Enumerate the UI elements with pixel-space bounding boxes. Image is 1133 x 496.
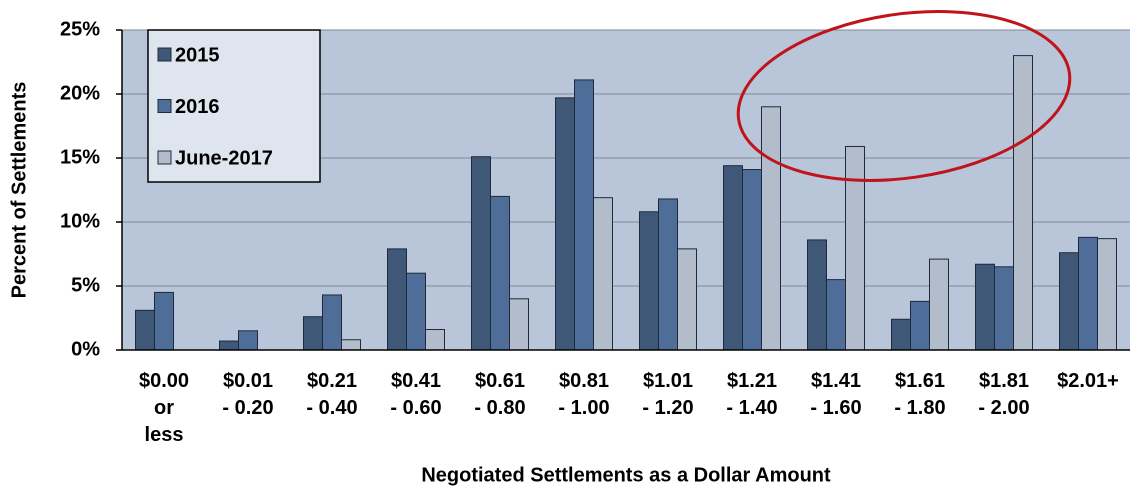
x-tick-label: $0.81 - 1.00 (558, 370, 610, 419)
y-tick-label: 0% (71, 338, 100, 360)
bar (387, 248, 407, 351)
bar (761, 106, 781, 351)
x-tick-label: $1.81 - 2.00 (978, 370, 1030, 419)
legend-swatch (157, 150, 172, 165)
bar (135, 309, 155, 351)
x-tick-label: $1.41 - 1.60 (810, 370, 862, 419)
x-tick-label: $0.41 - 0.60 (390, 370, 442, 419)
x-tick-label: $1.21 - 1.40 (726, 370, 778, 419)
bar (1059, 252, 1079, 351)
legend-label: 2016 (175, 96, 220, 118)
x-tick-label: $1.01 - 1.20 (642, 370, 694, 419)
legend-label: June-2017 (175, 147, 273, 169)
bar (154, 291, 174, 351)
y-tick-label: 10% (60, 210, 100, 232)
bar (639, 211, 659, 351)
x-tick-label: $2.01+ (1057, 370, 1119, 392)
legend-swatch (157, 99, 172, 113)
bar (341, 339, 361, 351)
y-tick-label: 25% (60, 18, 100, 40)
y-tick-label: 20% (60, 82, 100, 104)
bar (1078, 236, 1098, 351)
x-tick-label: $0.00 or less (138, 370, 190, 446)
bar (658, 198, 678, 351)
bar (322, 294, 342, 351)
legend-box (147, 29, 321, 183)
legend-swatch (157, 47, 172, 62)
bar (807, 239, 827, 351)
bar (677, 248, 697, 351)
highlight-ellipse (736, 10, 1072, 182)
bar (471, 156, 491, 351)
bar (303, 316, 323, 351)
bar (1013, 55, 1033, 351)
x-tick-label: $0.21 - 0.40 (306, 370, 358, 419)
bar (238, 330, 258, 351)
x-tick-label: $0.01 - 0.20 (222, 370, 274, 419)
bar (994, 266, 1014, 351)
bar (509, 298, 529, 351)
bar (593, 197, 613, 351)
bar (574, 79, 594, 351)
bar (425, 329, 445, 351)
x-tick-label: $1.61 - 1.80 (894, 370, 946, 419)
bar (406, 272, 426, 351)
legend-label: 2015 (175, 44, 220, 66)
bar (845, 145, 865, 351)
bar (490, 195, 510, 351)
x-tick-label: $0.61 - 0.80 (474, 370, 526, 419)
y-axis-title: Percent of Settlements (8, 82, 30, 299)
bar (929, 258, 949, 351)
bar (555, 97, 575, 351)
bar (723, 165, 743, 351)
y-tick-label: 5% (71, 274, 100, 296)
bar (742, 169, 762, 351)
bar (219, 340, 239, 351)
y-tick-label: 15% (60, 146, 100, 168)
bar (1097, 238, 1117, 351)
bar (826, 279, 846, 351)
bar (975, 263, 995, 351)
bar (891, 318, 911, 351)
x-axis-title: Negotiated Settlements as a Dollar Amoun… (421, 464, 831, 486)
bar (910, 300, 930, 351)
